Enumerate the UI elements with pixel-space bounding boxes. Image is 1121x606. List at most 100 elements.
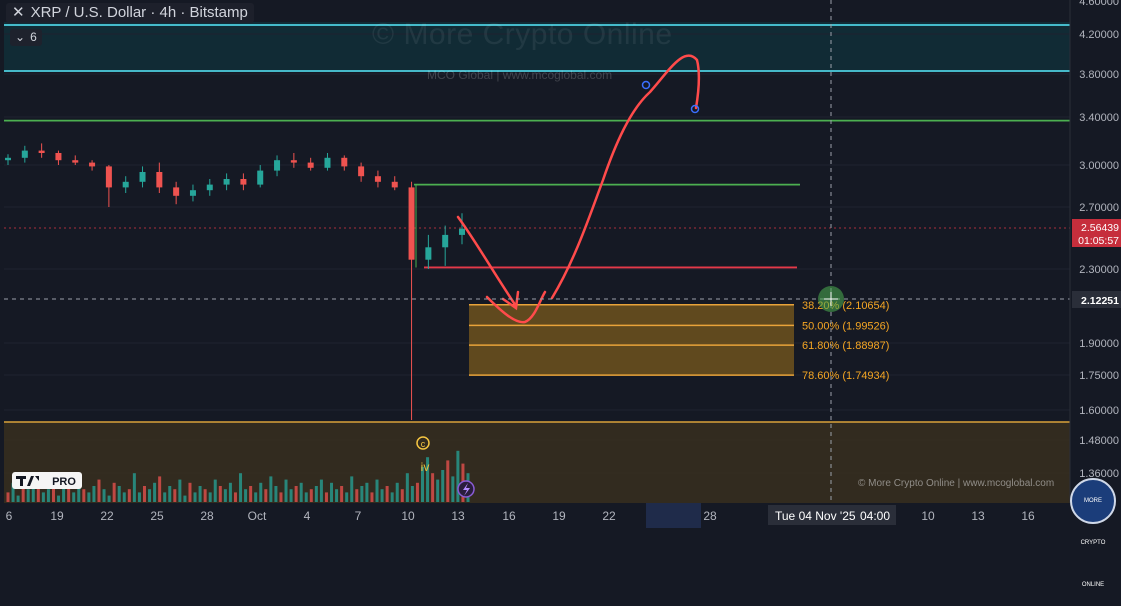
indicator-toggle[interactable]: ⌄ 6 — [10, 29, 42, 46]
volume-bar — [249, 486, 253, 502]
x-tick-label: 16 — [502, 509, 516, 523]
volume-bar — [415, 482, 419, 502]
fib-label: 61.80% (1.88987) — [802, 340, 889, 352]
symbol-header[interactable]: ✕ XRP / U.S. Dollar · 4h · Bitstamp — [6, 3, 254, 23]
volume-bar — [431, 473, 435, 502]
wave-iv-marker[interactable]: c iv — [416, 436, 430, 474]
y-tick-label: 2.70000 — [1079, 202, 1119, 214]
top-band — [4, 22, 1070, 70]
wave-label: iv — [421, 460, 430, 474]
volume-bar — [11, 482, 15, 502]
projection-swing-low — [485, 290, 547, 324]
volume-bar — [395, 482, 399, 502]
volume-bar — [335, 489, 339, 502]
volume-bar — [67, 482, 71, 502]
horizontal-levels[interactable] — [4, 24, 1070, 269]
y-tick-label: 1.48000 — [1079, 435, 1119, 447]
volume-bar — [117, 486, 121, 502]
avatar-text: MORE CRYPTO ONLINE — [1080, 498, 1106, 588]
wave-point-2[interactable] — [690, 104, 700, 114]
volume-bar — [193, 492, 197, 502]
price-axis[interactable] — [1070, 0, 1121, 503]
y-tick-label: 1.36000 — [1079, 468, 1119, 480]
x-tick-label: 10 — [921, 509, 935, 523]
candle-body — [358, 166, 365, 177]
indicator-count: 6 — [30, 30, 37, 44]
volume-bar — [41, 492, 45, 502]
candle-body — [307, 162, 314, 168]
candle-body — [38, 150, 45, 153]
volume-bar — [456, 450, 460, 502]
candle-body — [223, 179, 230, 185]
volume-bar — [410, 486, 414, 502]
volume-bar — [289, 489, 293, 502]
close-icon[interactable]: ✕ — [12, 4, 25, 21]
crosshair-price-tag: 2.12251 — [1072, 291, 1121, 308]
candle-body — [324, 157, 331, 168]
volume-bar — [223, 489, 227, 502]
x-tick-label: 6 — [6, 509, 13, 523]
candle-body — [257, 170, 264, 185]
volume-bar — [57, 495, 61, 502]
y-tick-label: 1.90000 — [1079, 338, 1119, 350]
candle-body — [156, 172, 163, 188]
volume-bar — [21, 476, 25, 502]
candle-body — [425, 247, 432, 260]
volume-bar — [350, 476, 354, 502]
volume-bar — [360, 486, 364, 502]
tradingview-logo[interactable]: PRO — [12, 472, 82, 489]
volume-bar — [233, 492, 237, 502]
volume-bar — [269, 476, 273, 502]
x-tick-label: Oct — [248, 509, 267, 523]
volume-bar — [345, 492, 349, 502]
fib-zone-fill[interactable] — [469, 304, 794, 376]
event-marker[interactable] — [457, 480, 475, 498]
y-tick-label: 3.40000 — [1079, 112, 1119, 124]
volume-bar — [426, 457, 430, 502]
watermark-footer: © More Crypto Online | www.mcoglobal.com — [858, 478, 1055, 489]
volume-bar — [264, 489, 268, 502]
volume-bar — [436, 479, 440, 502]
volume-bar — [198, 486, 202, 502]
volume-bar — [26, 489, 30, 502]
y-axis-labels: 4.60000 4.20000 3.80000 3.40000 3.00000 2.700… — [1079, 0, 1119, 480]
price-chart[interactable]: 38.20% (2.10654) 50.00% (1.99526) 61.80% (… — [0, 0, 1121, 533]
fib-label: 38.20% (2.10654) — [802, 300, 889, 312]
volume-bar — [284, 479, 288, 502]
volume-bar — [92, 486, 96, 502]
candle-body — [72, 160, 79, 163]
candle-body — [139, 172, 146, 182]
volume-bar — [375, 479, 379, 502]
fib-label: 50.00% (1.99526) — [802, 320, 889, 332]
x-tick-label: 28 — [703, 509, 717, 523]
logo-text: PRO — [52, 476, 76, 488]
chevron-down-icon: ⌄ — [15, 30, 26, 44]
candle-body — [105, 166, 112, 188]
candle-body — [391, 181, 398, 188]
volume-bar — [132, 473, 136, 502]
time-axis[interactable] — [0, 503, 1121, 533]
volume-bar — [441, 470, 445, 502]
volume-panel — [4, 422, 1070, 503]
candle-body — [21, 150, 28, 158]
x-tick-label: 19 — [552, 509, 566, 523]
hand-drawn-projection[interactable] — [456, 54, 701, 324]
fibonacci-zone[interactable]: 38.20% (2.10654) 50.00% (1.99526) 61.80% (… — [469, 300, 889, 382]
x-tick-label: 13 — [451, 509, 465, 523]
time-highlight-bg — [646, 503, 701, 528]
wave-circle-icon — [416, 436, 430, 450]
volume-bar — [173, 489, 177, 502]
volume-bar — [163, 492, 167, 502]
wave-point-1[interactable] — [641, 80, 651, 90]
volume-bar — [127, 489, 131, 502]
volume-bar — [31, 486, 35, 502]
y-tick-label: 2.30000 — [1079, 264, 1119, 276]
candle-body — [459, 228, 465, 235]
candle-body — [89, 162, 96, 167]
candles — [5, 143, 465, 420]
volume-bar — [446, 460, 450, 502]
current-price-tag: 2.56439 01:05:57 — [1072, 219, 1121, 247]
x-tick-label: 22 — [100, 509, 114, 523]
candle-body — [442, 234, 449, 248]
avatar[interactable]: MORE CRYPTO ONLINE — [1070, 478, 1116, 588]
